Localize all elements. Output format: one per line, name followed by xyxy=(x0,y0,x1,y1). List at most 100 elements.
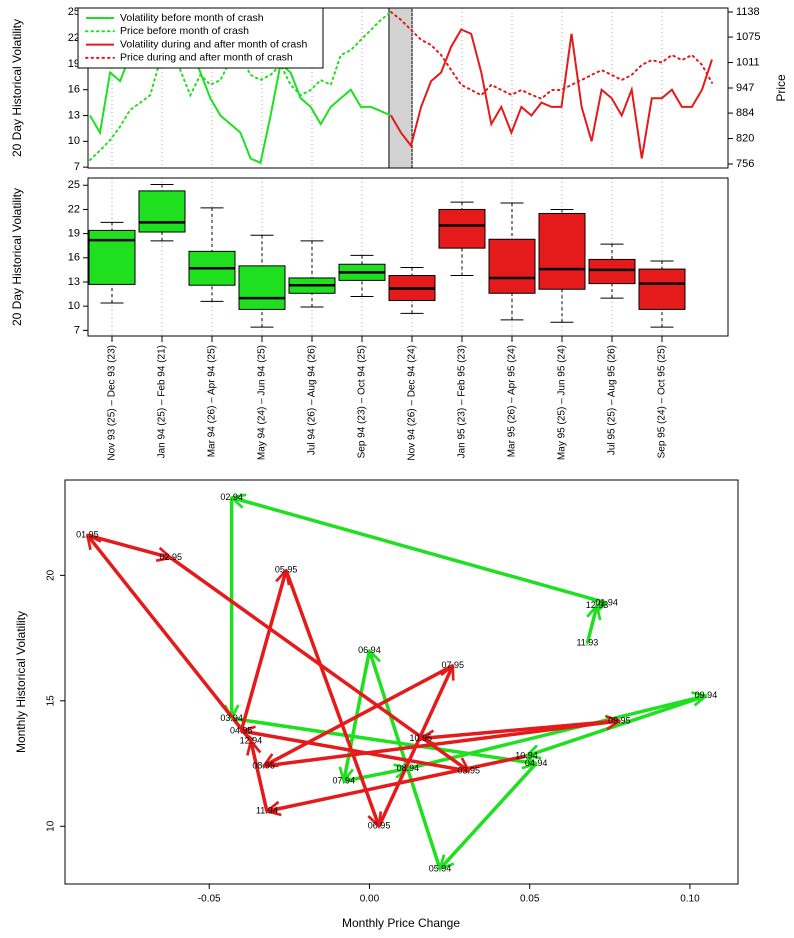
point-label: 10.95 xyxy=(409,733,432,743)
arrow xyxy=(284,569,379,826)
y-axis-label: 20 Day Historical Volatility xyxy=(10,19,24,157)
x-tick-label: Nov 94 (26) – Dec 94 (24) xyxy=(407,345,418,461)
legend-label: Volatility before month of crash xyxy=(120,12,264,24)
series-line xyxy=(390,28,713,159)
arrow xyxy=(267,754,527,811)
y-tick-label: 884 xyxy=(736,107,754,119)
series-line xyxy=(390,11,713,100)
point-label: 03.95 xyxy=(458,765,481,775)
box xyxy=(138,190,186,233)
x-tick-label: 0.10 xyxy=(680,894,700,905)
point-label: 11.93 xyxy=(576,637,598,647)
point xyxy=(230,717,233,720)
point-label: 10.94 xyxy=(515,750,538,760)
arrow xyxy=(232,498,608,605)
point xyxy=(368,649,371,652)
legend-box xyxy=(77,7,324,69)
y-tick-label: 15 xyxy=(46,695,57,707)
point xyxy=(467,770,470,773)
arrow xyxy=(231,716,536,763)
x-axis-label: Monthly Price Change xyxy=(342,916,460,930)
box xyxy=(438,208,486,249)
point-label: 12.93 xyxy=(586,600,609,610)
arrow xyxy=(87,535,253,743)
plot-frame xyxy=(87,177,729,337)
y-tick-label: 16 xyxy=(68,252,80,264)
y-tick-label: 20 xyxy=(46,569,57,581)
arrow xyxy=(263,721,620,768)
legend-label: Price before month of crash xyxy=(120,25,249,37)
y2-axis-label: Price xyxy=(774,74,788,102)
y-tick-label: 947 xyxy=(736,82,754,94)
point-label: 07.94 xyxy=(333,775,356,785)
point xyxy=(605,601,608,604)
y-tick-label: 10 xyxy=(46,820,57,832)
arrow xyxy=(343,769,408,783)
point-label: 03.94 xyxy=(220,713,243,723)
arrow xyxy=(407,696,706,771)
arrow xyxy=(251,741,269,812)
x-tick-label: 0.05 xyxy=(520,894,540,905)
arrow xyxy=(421,719,620,739)
point-label: 11.94 xyxy=(256,806,278,816)
point xyxy=(240,729,243,732)
point xyxy=(265,810,268,813)
x-tick-label: Mar 94 (26) – Apr 94 (25) xyxy=(207,345,218,457)
point-label: 09.95 xyxy=(608,715,631,725)
x-tick-label: 0.00 xyxy=(360,894,380,905)
legend-label: Volatility during and after month of cra… xyxy=(120,38,308,50)
x-tick-label: Jan 95 (23) – Feb 95 (23) xyxy=(457,345,468,458)
point-label: 04.95 xyxy=(230,725,253,735)
y-tick-label: 13 xyxy=(68,109,80,121)
point-label: 09.94 xyxy=(695,690,718,700)
point-label: 01.94 xyxy=(595,597,618,607)
point xyxy=(169,556,172,559)
y-tick-label: 19 xyxy=(68,58,80,70)
point xyxy=(586,642,589,645)
point-label: 02.94 xyxy=(220,492,243,502)
point xyxy=(595,604,598,607)
point-label: 02.95 xyxy=(159,552,182,562)
point xyxy=(438,867,441,870)
arrow xyxy=(239,570,286,732)
box xyxy=(538,212,586,290)
y-tick-label: 10 xyxy=(68,135,80,147)
y-tick-label: 19 xyxy=(68,228,80,240)
point xyxy=(535,762,538,765)
point xyxy=(249,739,252,742)
point xyxy=(525,755,528,758)
arrow xyxy=(86,533,170,558)
point-label: 05.94 xyxy=(429,863,452,873)
point xyxy=(419,737,422,740)
point-label: 07.95 xyxy=(442,660,465,670)
y-tick-label: 7 xyxy=(74,161,80,173)
y-tick-label: 22 xyxy=(68,203,80,215)
x-tick-label: Sep 95 (24) – Oct 95 (25) xyxy=(657,345,668,458)
point xyxy=(262,765,265,768)
y-tick-label: 820 xyxy=(736,132,754,144)
y-tick-label: 7 xyxy=(74,324,80,336)
arrow xyxy=(264,664,454,768)
point xyxy=(230,496,233,499)
y-tick-label: 13 xyxy=(68,276,80,288)
x-tick-label: Sep 94 (23) – Oct 94 (25) xyxy=(357,345,368,458)
x-tick-label: May 94 (24) – Jun 94 (25) xyxy=(257,345,268,460)
point xyxy=(704,694,707,697)
x-tick-label: Jul 95 (25) – Aug 95 (26) xyxy=(607,345,618,455)
point-label: 01.95 xyxy=(76,530,99,540)
y-axis-label: 20 Day Historical Volatility xyxy=(10,188,24,326)
box xyxy=(88,229,136,285)
box xyxy=(238,265,286,310)
point-label: 04.94 xyxy=(525,758,548,768)
y-tick-label: 1075 xyxy=(736,31,760,43)
y-tick-label: 756 xyxy=(736,158,754,170)
point-label: 12.94 xyxy=(240,735,263,745)
arrow xyxy=(440,762,538,869)
point xyxy=(342,780,345,783)
y-tick-label: 25 xyxy=(68,6,80,18)
legend-label: Price during and after month of crash xyxy=(120,52,293,64)
point-label: 06.94 xyxy=(358,645,381,655)
y-tick-label: 1138 xyxy=(736,6,760,18)
x-tick-label: -0.05 xyxy=(198,894,221,905)
